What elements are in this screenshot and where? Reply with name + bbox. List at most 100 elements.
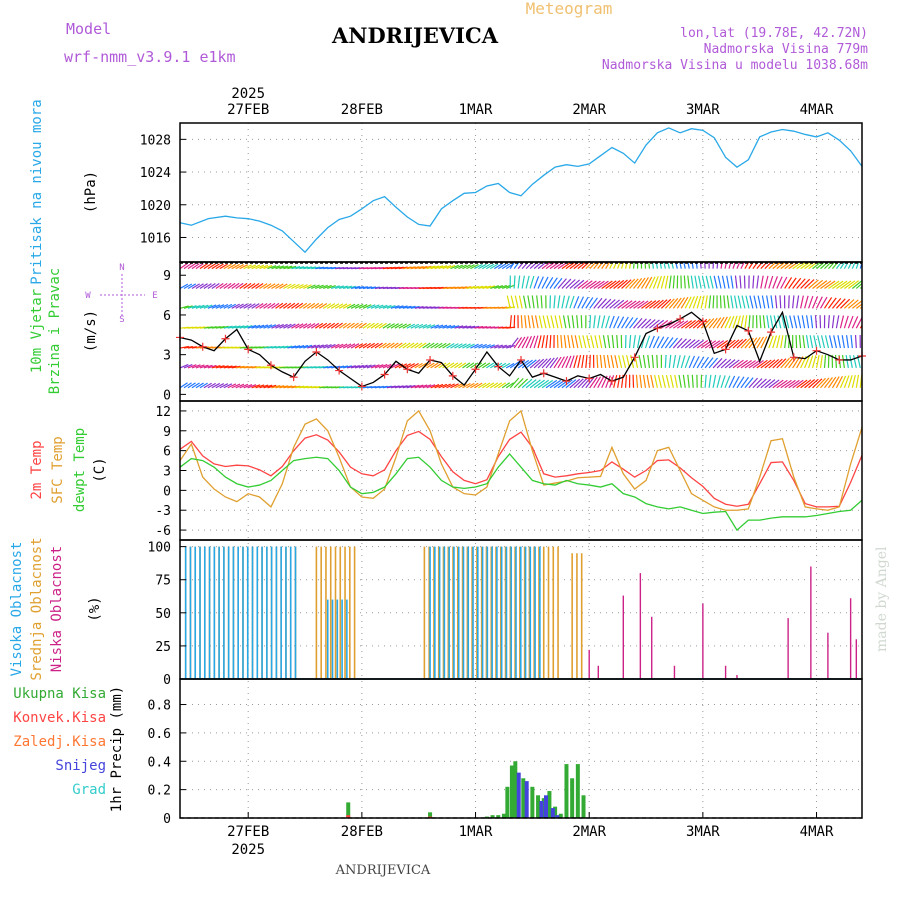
wind-barb xyxy=(501,362,511,369)
wind-barb xyxy=(342,285,352,290)
wind-barb xyxy=(577,377,588,389)
wind-barb xyxy=(628,335,632,349)
wind-barb xyxy=(760,378,772,389)
wind-barb xyxy=(398,305,408,309)
wind-barb xyxy=(319,284,328,290)
wind-barb xyxy=(482,285,492,290)
x-tick-label-top: 27FEB xyxy=(227,102,269,118)
wind-barb xyxy=(215,304,225,309)
wind-barb xyxy=(637,277,646,289)
pressure-ylabel: Pritisak na nivou mora xyxy=(29,99,45,284)
wind-barb xyxy=(394,305,404,309)
wind-barb xyxy=(502,284,511,290)
wind-barb xyxy=(594,335,599,349)
wind-gust-marker xyxy=(244,345,253,354)
wind-barb xyxy=(275,323,284,329)
y-tick-label: 1028 xyxy=(140,133,171,148)
wind-barb xyxy=(797,315,802,329)
precip-legend-item: Snijeg xyxy=(55,758,106,774)
wind-barb xyxy=(406,342,415,349)
wind-barb xyxy=(231,365,241,369)
wind-barb xyxy=(570,335,575,349)
wind-barb xyxy=(664,354,667,368)
wind-barb xyxy=(536,295,539,309)
wind-barb xyxy=(533,358,545,369)
wind-barb xyxy=(263,302,272,309)
wind-barb xyxy=(219,325,229,329)
wind-barb xyxy=(247,324,257,329)
wind-barb xyxy=(434,324,444,329)
wind-barb xyxy=(740,315,745,329)
wind-barb xyxy=(721,275,726,289)
precip-bar xyxy=(544,795,549,818)
wind-barb xyxy=(800,278,811,289)
wind-barb xyxy=(482,326,492,329)
wind-barb xyxy=(601,298,612,309)
x-tick-label-top: 4MAR xyxy=(800,102,834,118)
wind-barb xyxy=(712,374,717,388)
wind-barb xyxy=(629,300,641,309)
wind-barb xyxy=(573,355,578,369)
wind-barb xyxy=(820,262,829,270)
wind-barb xyxy=(835,375,843,389)
wind-barb xyxy=(629,317,638,329)
wind-barb xyxy=(382,322,391,329)
wind-barb xyxy=(788,357,797,369)
wind-barb xyxy=(402,342,411,349)
wind-barb xyxy=(824,262,833,270)
wind-barb xyxy=(466,382,475,389)
model-elevation-label: Nadmorska Visina u modelu 1038.68m xyxy=(602,58,868,73)
wind-barb xyxy=(366,342,375,349)
wind-barb xyxy=(764,379,776,389)
wind-barb xyxy=(187,283,197,289)
wind-barb xyxy=(800,295,804,309)
wind-barb xyxy=(525,379,537,389)
wind-barb xyxy=(307,266,317,270)
wind-barb xyxy=(533,262,543,270)
wind-barb xyxy=(569,378,581,389)
wind-barb xyxy=(478,263,487,270)
wind-barb xyxy=(366,286,376,290)
wind-barb xyxy=(350,285,360,290)
wind-barb xyxy=(811,355,817,369)
wind-barb xyxy=(458,286,468,290)
wind-barb xyxy=(855,374,860,388)
wind-barb xyxy=(517,275,521,289)
wind-barb xyxy=(318,322,328,329)
wind-barb xyxy=(736,338,747,349)
wind-barb xyxy=(827,376,837,389)
wind-barb xyxy=(728,375,736,389)
wind-gust-marker xyxy=(835,355,844,364)
wind-barb xyxy=(311,266,321,270)
wind-barb xyxy=(358,364,368,369)
wind-barb xyxy=(243,303,252,309)
wind-barb xyxy=(589,315,592,329)
wind-barb xyxy=(553,277,563,289)
wind-barb xyxy=(696,318,708,329)
wind-barb xyxy=(720,375,726,388)
wind-gust-marker xyxy=(198,342,207,351)
wind-barb xyxy=(454,286,464,290)
wind-barb xyxy=(235,325,245,329)
wind-barb xyxy=(792,277,802,289)
wind-barb xyxy=(291,283,300,290)
wind-barb xyxy=(626,355,631,369)
wind-barb xyxy=(784,379,796,389)
wind-barb xyxy=(546,315,551,329)
wind-barb xyxy=(390,305,400,309)
y-tick-label: 0.2 xyxy=(148,784,171,799)
wind-barb xyxy=(342,343,352,349)
x-tick-label-top: 2MAR xyxy=(572,102,606,118)
wind-barb xyxy=(470,285,480,290)
pressure-line xyxy=(179,127,863,254)
y-tick-label: 0 xyxy=(163,812,171,827)
wind-barb xyxy=(804,295,809,309)
wind-barb xyxy=(326,322,336,329)
wind-barb xyxy=(565,295,570,309)
wind-barb xyxy=(640,277,649,289)
wind-barb xyxy=(402,266,412,270)
wind-barb xyxy=(498,344,507,349)
wind-barb xyxy=(466,264,475,270)
wind-barb xyxy=(199,364,209,369)
wind-barb xyxy=(748,360,760,369)
